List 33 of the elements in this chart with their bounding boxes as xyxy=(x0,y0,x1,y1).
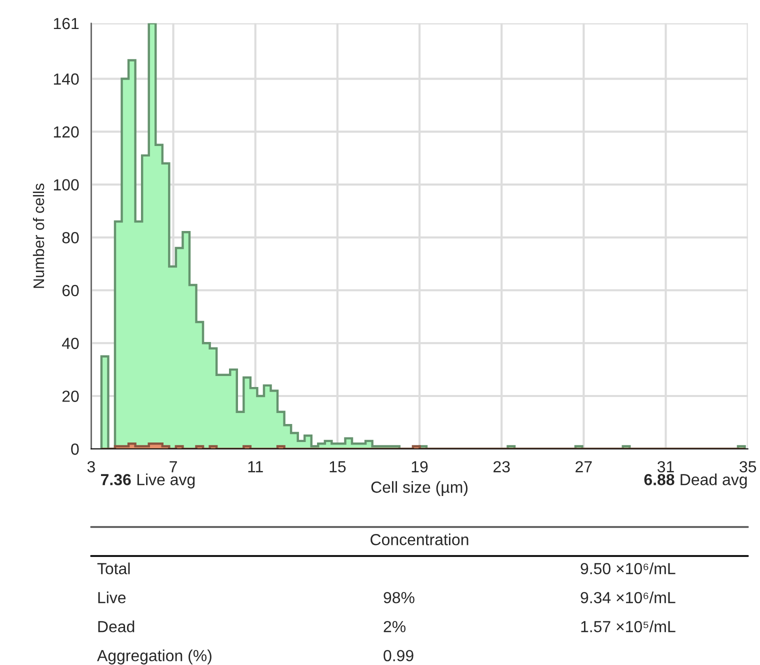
text: Total xyxy=(97,562,130,574)
y-tick-label: 100 xyxy=(54,179,79,190)
y-tick-label: 80 xyxy=(62,232,79,244)
y-tick-label: 20 xyxy=(62,390,79,402)
text: 98% xyxy=(384,592,414,604)
text: 9.50 ×10⁶/mL xyxy=(580,562,676,574)
text: 6.88 Dead avg xyxy=(644,474,747,488)
x-tick-label: 3 xyxy=(87,461,95,472)
x-tick-label: 27 xyxy=(576,461,592,472)
y-tick-label: 120 xyxy=(54,126,79,138)
x-tick-label: 35 xyxy=(740,461,756,472)
text: Concentration xyxy=(370,534,468,546)
y-tick-label: 60 xyxy=(62,284,79,296)
x-tick-label: 15 xyxy=(330,461,346,472)
y-axis-title: Number of cells xyxy=(32,184,44,288)
text: Live xyxy=(98,592,126,604)
text: 7.36 Live avg xyxy=(101,474,195,488)
x-tick-label: 23 xyxy=(494,461,510,472)
text: 0.99 xyxy=(384,650,414,662)
y-tick-label: 40 xyxy=(62,338,79,350)
y-tick-label: 161 xyxy=(54,18,79,30)
text: 1.57 ×10⁵/mL xyxy=(581,620,676,632)
x-tick-label: 31 xyxy=(657,461,674,472)
x-tick-label: 7 xyxy=(170,461,177,472)
x-tick-label: 19 xyxy=(412,461,428,472)
y-tick-label: 140 xyxy=(54,73,79,85)
x-tick-label: 11 xyxy=(248,461,263,472)
text: 9.34 ×10⁶/mL xyxy=(580,592,676,604)
x-axis-title: Cell size (µm) xyxy=(371,481,468,496)
text: 2% xyxy=(384,620,406,632)
text: Aggregation (%) xyxy=(97,650,212,664)
y-tick-label: 0 xyxy=(71,444,79,455)
text: Dead xyxy=(98,620,134,632)
